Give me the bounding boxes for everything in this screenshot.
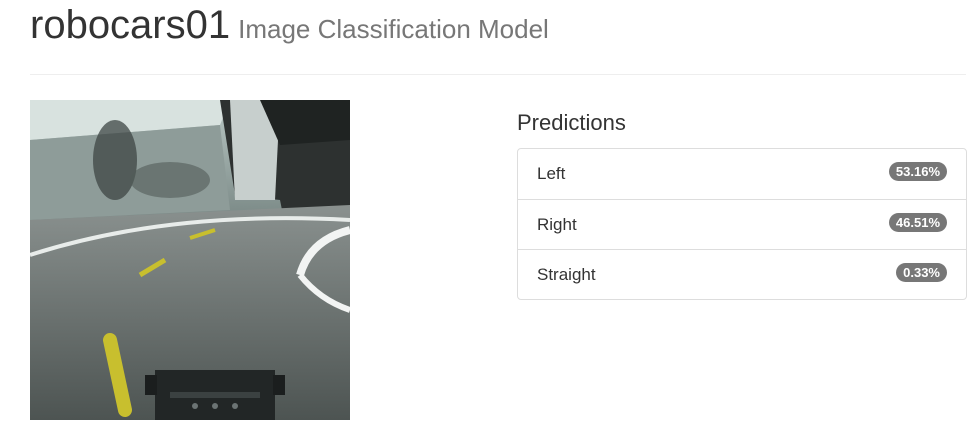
prediction-label: Left [537,164,566,183]
model-name: robocars01 [30,3,231,47]
prediction-item-right: Right 46.51% [518,199,966,249]
page-title: robocars01 Image Classification Model [30,2,549,52]
camera-frame-image [30,100,350,420]
prediction-item-left: Left 53.16% [518,149,966,199]
predictions-list: Left 53.16% Right 46.51% Straight 0.33% [517,148,967,300]
prediction-item-straight: Straight 0.33% [518,249,966,299]
predictions-panel: Predictions Left 53.16% Right 46.51% Str… [517,108,967,300]
page-header: robocars01 Image Classification Model [30,0,966,75]
input-image [30,100,350,420]
prediction-label: Right [537,215,577,234]
prediction-badge: 53.16% [888,162,947,181]
model-subtitle: Image Classification Model [238,14,549,44]
prediction-badge: 0.33% [896,263,947,282]
predictions-heading: Predictions [517,110,626,135]
prediction-label: Straight [537,265,596,284]
prediction-badge: 46.51% [888,213,947,232]
